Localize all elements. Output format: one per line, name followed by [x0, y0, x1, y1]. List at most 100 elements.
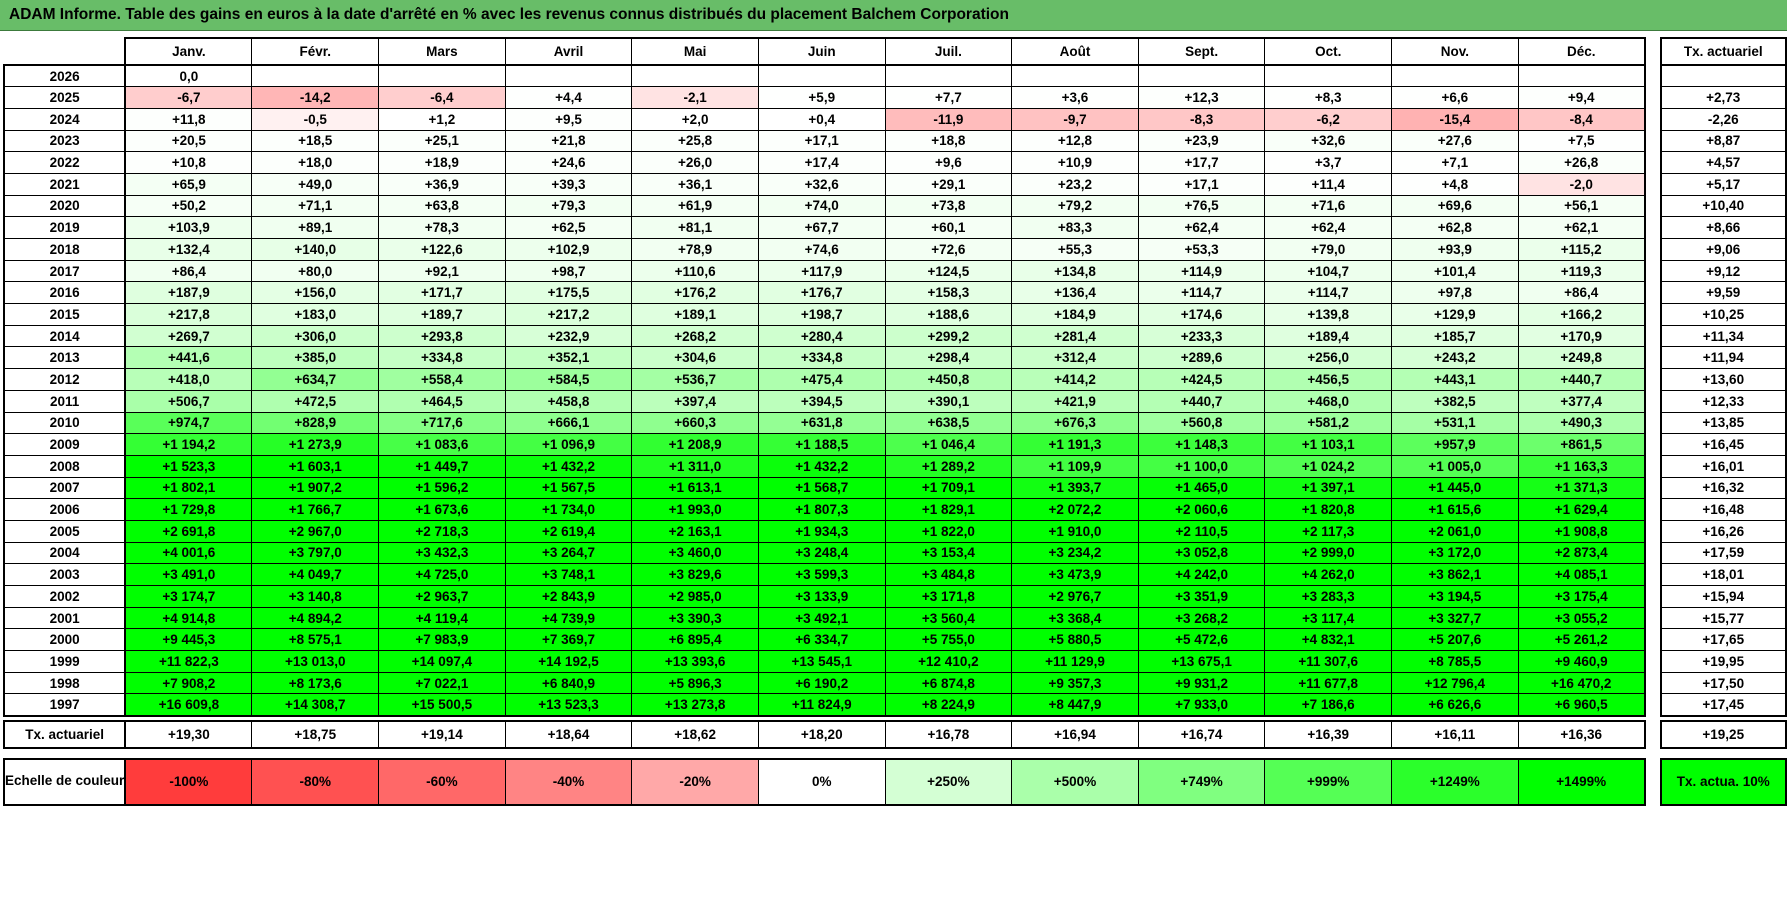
gain-cell: +5 261,2: [1517, 628, 1646, 652]
gain-cell: +101,4: [1391, 259, 1519, 283]
gain-cell: +1 629,4: [1517, 498, 1646, 521]
footer-tx-cell: +16,74: [1137, 719, 1266, 749]
gain-cell: +8 575,1: [251, 628, 380, 652]
gain-cell: +9,4: [1517, 86, 1646, 109]
gain-cell: +5 472,6: [1137, 628, 1266, 652]
gain-cell: +3 460,0: [631, 541, 759, 565]
gain-cell: +158,3: [884, 281, 1013, 305]
year-label: 2020: [2, 194, 127, 218]
gain-cell: +217,2: [504, 303, 633, 326]
year-label: 2012: [2, 368, 127, 391]
tx-actuariel-cell: +11,34: [1659, 324, 1787, 348]
gain-cell: +4 739,9: [504, 606, 633, 630]
gain-cell: +21,8: [504, 129, 633, 153]
gain-cell: +198,7: [757, 303, 886, 326]
gain-cell: +7 022,1: [378, 671, 506, 695]
gain-cell: +3 327,7: [1391, 606, 1519, 630]
gain-cell: +1 567,5: [504, 476, 633, 500]
year-label: 2026: [2, 64, 127, 88]
gain-cell: +334,8: [378, 346, 506, 370]
gain-cell: +3 491,0: [124, 563, 253, 586]
gain-cell: +468,0: [1264, 389, 1393, 413]
year-label: 2023: [2, 129, 127, 153]
gain-cell: +974,7: [124, 411, 253, 435]
tx-actuariel-cell: +9,12: [1659, 259, 1787, 283]
year-label: 2025: [2, 86, 127, 109]
gain-cell: +5,9: [757, 86, 886, 109]
gain-cell: +1 432,2: [757, 454, 886, 478]
gain-cell: +1 397,1: [1264, 476, 1393, 500]
gain-cell: +62,4: [1264, 216, 1393, 239]
gain-cell: +1 163,3: [1517, 454, 1646, 478]
gain-cell: +16 470,2: [1517, 671, 1646, 695]
gain-cell: +1 613,1: [631, 476, 759, 500]
gain-cell: +536,7: [631, 368, 759, 391]
gain-cell: +174,6: [1137, 303, 1266, 326]
gain-cell: +1 445,0: [1391, 476, 1519, 500]
gain-cell: +188,6: [884, 303, 1013, 326]
column-gap: [1645, 239, 1661, 261]
gain-cell: +1 766,7: [251, 498, 380, 521]
gain-cell: +1 820,8: [1264, 498, 1393, 521]
gain-cell: +4 242,0: [1137, 563, 1266, 586]
gain-cell: -2,1: [631, 86, 759, 109]
gain-cell: +293,8: [378, 324, 506, 348]
year-label: 2013: [2, 346, 127, 370]
gain-cell: +394,5: [757, 389, 886, 413]
tx-actuariel-cell: +9,06: [1659, 238, 1787, 261]
gain-cell: [1011, 64, 1139, 88]
gain-cell: +306,0: [251, 324, 380, 348]
gain-cell: +79,2: [1011, 194, 1139, 218]
gain-cell: +2 061,0: [1391, 519, 1519, 543]
gain-cell: +12 410,2: [884, 650, 1013, 673]
gain-cell: +8 224,9: [884, 693, 1013, 717]
gain-cell: +3 748,1: [504, 563, 633, 586]
gain-cell: +631,8: [757, 411, 886, 435]
year-label: 2022: [2, 151, 127, 174]
gain-cell: +3 368,4: [1011, 606, 1139, 630]
legend-stop: +749%: [1137, 757, 1266, 806]
gain-cell: +2 060,6: [1137, 498, 1266, 521]
tx-actuariel-cell: +2,73: [1659, 86, 1787, 109]
tx-actuariel-cell: +12,33: [1659, 389, 1787, 413]
gain-cell: +15 500,5: [378, 693, 506, 717]
gain-cell: +18,0: [251, 151, 380, 174]
gain-cell: +269,7: [124, 324, 253, 348]
column-gap: [1645, 607, 1661, 629]
gain-cell: +666,1: [504, 411, 633, 435]
gain-cell: +531,1: [1391, 411, 1519, 435]
gain-cell: +3 560,4: [884, 606, 1013, 630]
gain-cell: +3 248,4: [757, 541, 886, 565]
column-gap: [1645, 38, 1661, 65]
gain-cell: +114,7: [1137, 281, 1266, 305]
year-label: 2014: [2, 324, 127, 348]
gain-cell: +3 153,4: [884, 541, 1013, 565]
gain-cell: +32,6: [757, 172, 886, 196]
gain-cell: +83,3: [1011, 216, 1139, 239]
gain-cell: +176,2: [631, 281, 759, 305]
gain-cell: [757, 64, 886, 88]
gain-cell: +17,7: [1137, 151, 1266, 174]
gain-cell: +71,6: [1264, 194, 1393, 218]
column-gap: [1645, 629, 1661, 651]
gain-cell: [1391, 64, 1519, 88]
gain-cell: +170,9: [1517, 324, 1646, 348]
year-label: 2016: [2, 281, 127, 305]
year-label: 1999: [2, 650, 127, 673]
gain-cell: +2 967,0: [251, 519, 380, 543]
gain-cell: +189,7: [378, 303, 506, 326]
gain-cell: +189,1: [631, 303, 759, 326]
gain-cell: +104,7: [1264, 259, 1393, 283]
column-gap: [1645, 651, 1661, 673]
gain-cell: +23,2: [1011, 172, 1139, 196]
gain-cell: +79,3: [504, 194, 633, 218]
gain-cell: +176,7: [757, 281, 886, 305]
year-label: 2010: [2, 411, 127, 435]
gain-cell: +18,9: [378, 151, 506, 174]
gain-cell: +18,5: [251, 129, 380, 153]
gain-cell: +2 117,3: [1264, 519, 1393, 543]
tx-actuariel-cell: +4,57: [1659, 151, 1787, 174]
gain-cell: +11 307,6: [1264, 650, 1393, 673]
gain-cell: +166,2: [1517, 303, 1646, 326]
gain-cell: -0,5: [251, 107, 380, 131]
